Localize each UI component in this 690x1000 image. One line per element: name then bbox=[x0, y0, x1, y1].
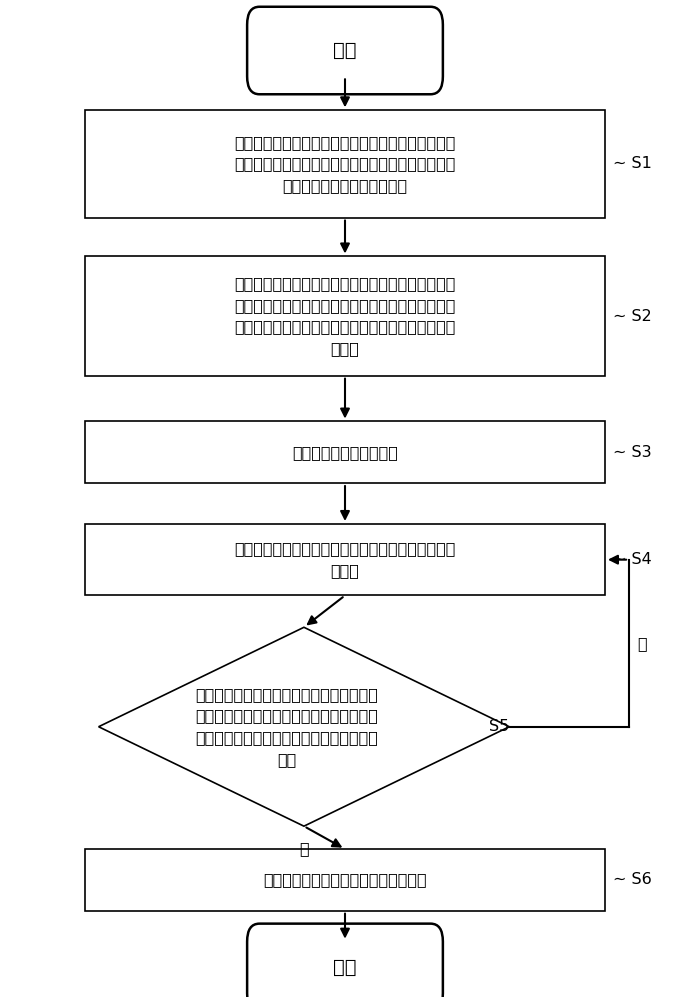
Bar bbox=[85, 110, 605, 218]
Text: 控制洗衣机进入漂洗阶段，并获取第一电导率和第一
温度值: 控制洗衣机进入漂洗阶段，并获取第一电导率和第一 温度值 bbox=[235, 541, 455, 578]
Polygon shape bbox=[99, 627, 509, 826]
Text: 控制洗衣机进入甩干阶段，并结束洗涤: 控制洗衣机进入甩干阶段，并结束洗涤 bbox=[263, 872, 427, 887]
Text: 控制洗衣机进入预洗阶段，在洗涤预洗时间后，获取
水的第一浊度值，并根据第一浊度值、浊度校准值和
浊度判断基准值确定洗涤剂投放量、主洗进水量和主
洗时间: 控制洗衣机进入预洗阶段，在洗涤预洗时间后，获取 水的第一浊度值，并根据第一浊度值… bbox=[235, 276, 455, 356]
Text: 是: 是 bbox=[299, 841, 308, 856]
Text: 控制洗衣机进入校准阶段，并获取洗衣筒中水的浊度
校准值、浊度判断基准值和水的电导率校准值、电导
率判断基准值以及温度校准值: 控制洗衣机进入校准阶段，并获取洗衣筒中水的浊度 校准值、浊度判断基准值和水的电导… bbox=[235, 135, 455, 193]
Text: 否: 否 bbox=[638, 636, 647, 651]
Bar bbox=[85, 256, 605, 376]
FancyBboxPatch shape bbox=[247, 924, 443, 1000]
Text: 根据第一电导率、电导率校准值、电导率判
断基准值、温度校准值和第一温度值计算第
一结果，并根据第一结果判断是否进入甩干
阶段: 根据第一电导率、电导率校准值、电导率判 断基准值、温度校准值和第一温度值计算第 … bbox=[195, 687, 378, 767]
Text: ∼ S2: ∼ S2 bbox=[613, 309, 652, 324]
Text: 开始: 开始 bbox=[333, 41, 357, 60]
Text: ∼ S6: ∼ S6 bbox=[613, 872, 652, 887]
Text: ∼ S1: ∼ S1 bbox=[613, 156, 652, 171]
Bar bbox=[85, 849, 605, 911]
Text: S5: S5 bbox=[489, 719, 509, 734]
Text: ∼ S4: ∼ S4 bbox=[613, 552, 652, 567]
Text: 结束: 结束 bbox=[333, 958, 357, 977]
Text: ∼ S3: ∼ S3 bbox=[613, 445, 652, 460]
Bar bbox=[85, 524, 605, 595]
Text: 控制洗衣机进入主洗阶段: 控制洗衣机进入主洗阶段 bbox=[292, 445, 398, 460]
FancyBboxPatch shape bbox=[247, 7, 443, 94]
Bar bbox=[85, 421, 605, 483]
